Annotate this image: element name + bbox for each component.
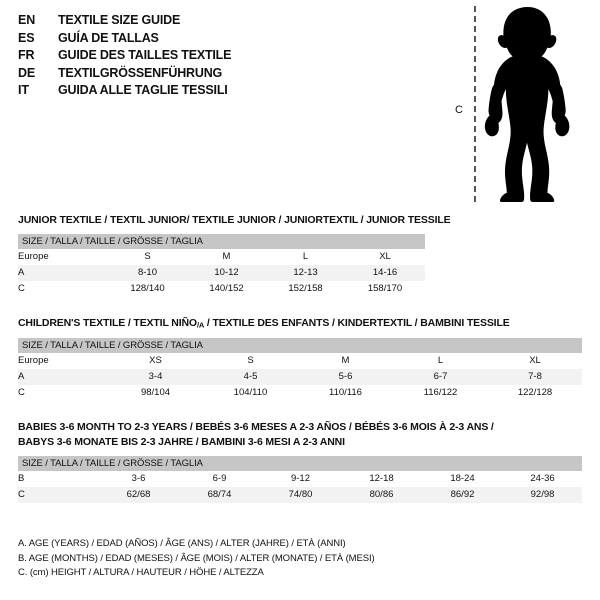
section-heading-children-post: / TEXTILE DES ENFANTS / KINDERTEXTIL / B… <box>204 317 510 329</box>
language-code-en: EN <box>18 13 36 27</box>
legend-line-a: A. AGE (YEARS) / EDAD (AÑOS) / ÂGE (ANS)… <box>18 538 346 549</box>
section-heading-children: CHILDREN'S TEXTILE / TEXTIL NIÑO/A / TEX… <box>18 316 582 332</box>
section-heading-children-sub: /A <box>196 320 205 330</box>
table-cell: M <box>187 249 266 265</box>
section-childrens-textile: CHILDREN'S TEXTILE / TEXTIL NIÑO/A / TEX… <box>18 316 583 402</box>
table-cell: 6-9 <box>179 471 260 487</box>
language-code-fr: FR <box>18 48 35 62</box>
language-code-it: IT <box>18 83 29 97</box>
language-row: FR GUIDE DES TAILLES TEXTILE <box>18 48 418 66</box>
table-row: Europe XS S M L XL <box>18 353 583 370</box>
table-cell: 10-12 <box>187 265 266 281</box>
height-measure-label: C <box>455 104 463 116</box>
table-cell: 140/152 <box>187 281 266 297</box>
section-junior-textile: JUNIOR TEXTILE / TEXTIL JUNIOR/ TEXTILE … <box>18 213 451 297</box>
table-cell: XL <box>345 249 426 265</box>
babies-table-header-label: SIZE / TALLA / TAILLE / GRÖSSE / TAGLIA <box>18 456 583 471</box>
table-row: C 62/68 68/74 74/80 80/86 86/92 92/98 <box>18 487 583 503</box>
table-row: B 3-6 6-9 9-12 12-18 18-24 24-36 <box>18 471 583 487</box>
table-cell: 74/80 <box>260 487 341 503</box>
table-cell: L <box>266 249 345 265</box>
legend-line-b: B. AGE (MONTHS) / EDAD (MESES) / ÂGE (MO… <box>18 552 375 564</box>
table-cell: 158/170 <box>345 281 426 297</box>
table-cell: 80/86 <box>341 487 422 503</box>
row-label: C <box>18 487 98 503</box>
row-label: Europe <box>18 353 108 370</box>
table-cell: 116/122 <box>393 385 488 402</box>
table-row: C 128/140 140/152 152/158 158/170 <box>18 281 426 297</box>
table-cell: 5-6 <box>298 369 393 386</box>
language-code-de: DE <box>18 65 36 80</box>
table-cell: 24-36 <box>503 471 583 487</box>
table-cell: 104/110 <box>203 385 298 402</box>
table-cell: 9-12 <box>260 471 341 487</box>
language-title-block: EN TEXTILE SIZE GUIDE ES GUÍA DE TALLAS … <box>18 13 418 101</box>
table-cell: 110/116 <box>298 385 393 402</box>
section-heading-children-pre: CHILDREN'S TEXTILE / TEXTIL NIÑO <box>18 317 197 329</box>
table-cell: 3-4 <box>108 369 203 386</box>
language-code-es: ES <box>18 30 35 45</box>
table-cell: 18-24 <box>422 471 503 487</box>
row-label: A <box>18 369 108 386</box>
section-heading-babies-line1: BABIES 3-6 MONTH TO 2-3 YEARS / BEBÉS 3-… <box>18 421 494 433</box>
table-row: A 3-4 4-5 5-6 6-7 7-8 <box>18 369 583 386</box>
junior-size-table: SIZE / TALLA / TAILLE / GRÖSSE / TAGLIA … <box>18 234 426 297</box>
table-cell: 86/92 <box>422 487 503 503</box>
language-row: ES GUÍA DE TALLAS <box>18 31 418 49</box>
table-row: A 8-10 10-12 12-13 14-16 <box>18 265 426 281</box>
table-cell: M <box>298 353 393 370</box>
table-header-row: SIZE / TALLA / TAILLE / GRÖSSE / TAGLIA <box>18 338 583 354</box>
section-babies-textile: BABIES 3-6 MONTH TO 2-3 YEARS / BEBÉS 3-… <box>18 420 583 503</box>
language-row: EN TEXTILE SIZE GUIDE <box>18 13 418 31</box>
table-cell: 62/68 <box>98 487 179 503</box>
children-table-header-label: SIZE / TALLA / TAILLE / GRÖSSE / TAGLIA <box>18 338 583 354</box>
section-heading-babies-line2: BABYS 3-6 MONATE BIS 2-3 JAHRE / BAMBINI… <box>18 436 345 448</box>
table-cell: XL <box>488 353 583 370</box>
row-label: C <box>18 281 108 297</box>
table-cell: 152/158 <box>266 281 345 297</box>
language-row: IT GUIDA ALLE TAGLIE TESSILI <box>18 83 418 101</box>
table-cell: 4-5 <box>203 369 298 386</box>
table-cell: 128/140 <box>108 281 187 297</box>
language-title-de: TEXTILGRÖSSENFÜHRUNG <box>58 65 223 80</box>
row-label: C <box>18 385 108 402</box>
height-dashed-line <box>474 6 476 202</box>
table-header-row: SIZE / TALLA / TAILLE / GRÖSSE / TAGLIA <box>18 234 426 249</box>
table-cell: 12-18 <box>341 471 422 487</box>
table-row: C 98/104 104/110 110/116 116/122 122/128 <box>18 385 583 402</box>
table-cell: 68/74 <box>179 487 260 503</box>
row-label: Europe <box>18 249 108 265</box>
table-cell: 7-8 <box>488 369 583 386</box>
language-row: DE TEXTILGRÖSSENFÜHRUNG <box>18 66 418 84</box>
legend-line-c: C. (cm) HEIGHT / ALTURA / HAUTEUR / HÖHE… <box>18 567 264 578</box>
table-cell: 92/98 <box>503 487 583 503</box>
language-title-es: GUÍA DE TALLAS <box>58 30 159 45</box>
child-silhouette-icon <box>484 7 570 202</box>
legend-block: A. AGE (YEARS) / EDAD (AÑOS) / ÂGE (ANS)… <box>18 537 375 581</box>
height-figure-block: C <box>450 0 600 210</box>
section-heading-junior: JUNIOR TEXTILE / TEXTIL JUNIOR/ TEXTILE … <box>18 214 451 226</box>
language-title-fr: GUIDE DES TAILLES TEXTILE <box>58 48 232 62</box>
table-cell: 8-10 <box>108 265 187 281</box>
language-title-it: GUIDA ALLE TAGLIE TESSILI <box>58 83 228 97</box>
language-title-en: TEXTILE SIZE GUIDE <box>58 13 181 27</box>
table-cell: XS <box>108 353 203 370</box>
table-cell: S <box>108 249 187 265</box>
table-header-row: SIZE / TALLA / TAILLE / GRÖSSE / TAGLIA <box>18 456 583 471</box>
table-cell: 14-16 <box>345 265 426 281</box>
babies-size-table: SIZE / TALLA / TAILLE / GRÖSSE / TAGLIA … <box>18 456 583 503</box>
junior-table-header-label: SIZE / TALLA / TAILLE / GRÖSSE / TAGLIA <box>18 234 426 249</box>
table-row: Europe S M L XL <box>18 249 426 265</box>
table-cell: 12-13 <box>266 265 345 281</box>
table-cell: 6-7 <box>393 369 488 386</box>
table-cell: 122/128 <box>488 385 583 402</box>
table-cell: S <box>203 353 298 370</box>
row-label: A <box>18 265 108 281</box>
table-cell: L <box>393 353 488 370</box>
row-label: B <box>18 471 98 487</box>
children-size-table: SIZE / TALLA / TAILLE / GRÖSSE / TAGLIA … <box>18 338 583 402</box>
table-cell: 98/104 <box>108 385 203 402</box>
table-cell: 3-6 <box>98 471 179 487</box>
